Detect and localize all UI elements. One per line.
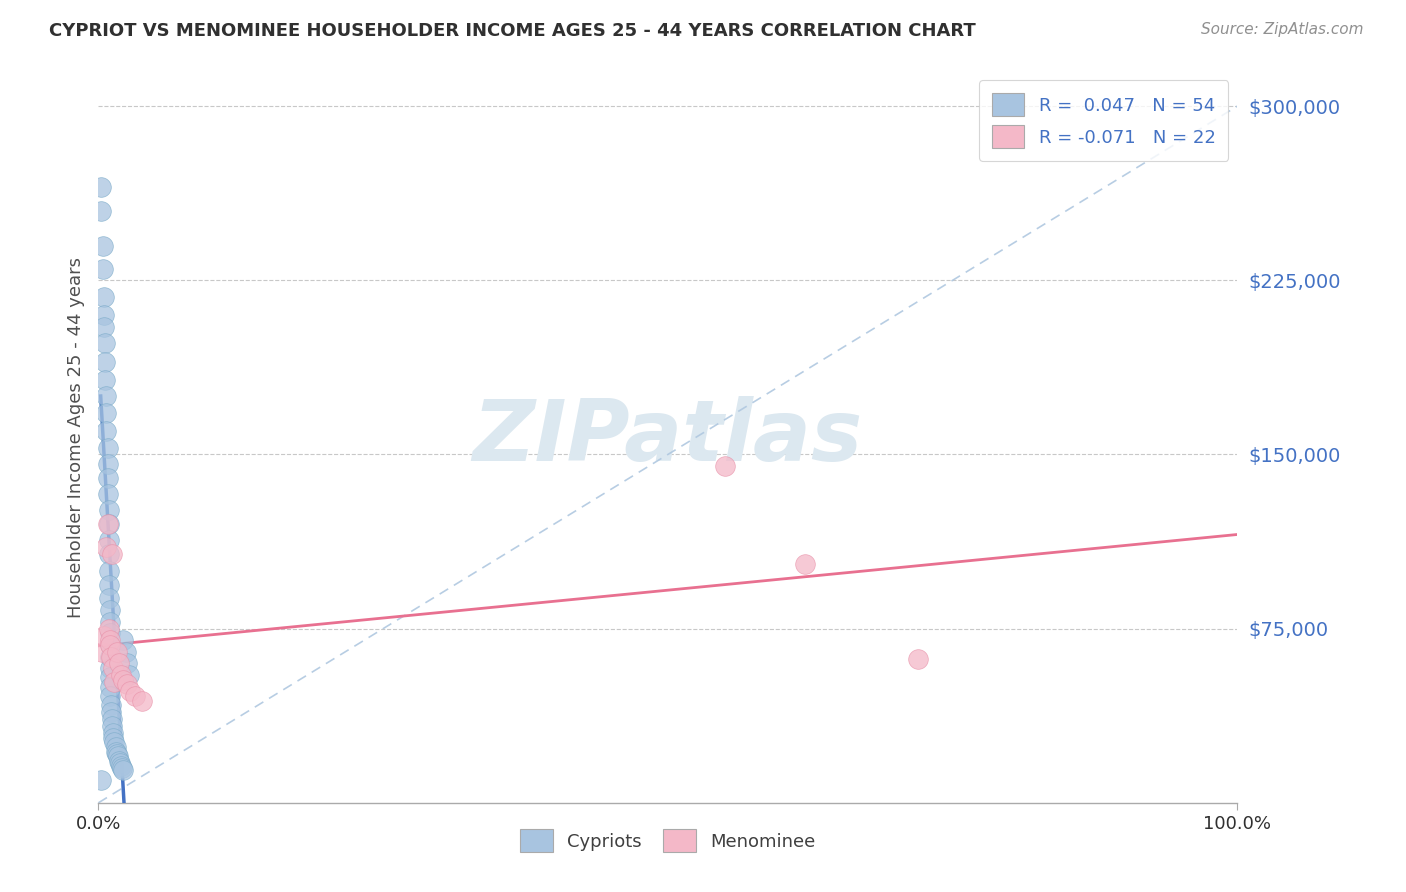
Point	[96, 441, 118, 455]
Point	[97, 577, 120, 591]
Point	[111, 761, 134, 775]
Text: ZIPatlas: ZIPatlas	[472, 395, 863, 479]
Point	[97, 503, 120, 517]
Point	[97, 564, 120, 578]
Point	[101, 712, 124, 726]
Point	[100, 698, 122, 713]
Point	[131, 693, 153, 707]
Point	[97, 547, 120, 561]
Point	[98, 615, 121, 629]
Point	[101, 719, 124, 733]
Point	[112, 673, 135, 687]
Point	[108, 754, 131, 768]
Point	[90, 772, 112, 787]
Point	[110, 668, 132, 682]
Point	[93, 290, 115, 304]
Text: CYPRIOT VS MENOMINEE HOUSEHOLDER INCOME AGES 25 - 44 YEARS CORRELATION CHART: CYPRIOT VS MENOMINEE HOUSEHOLDER INCOME …	[49, 22, 976, 40]
Point	[114, 645, 136, 659]
Point	[103, 731, 125, 745]
Point	[98, 661, 121, 675]
Point	[98, 689, 121, 703]
Point	[96, 424, 118, 438]
Point	[98, 670, 121, 684]
Point	[105, 747, 128, 761]
Point	[104, 745, 127, 759]
Point	[110, 758, 132, 772]
Point	[98, 603, 121, 617]
Text: Source: ZipAtlas.com: Source: ZipAtlas.com	[1201, 22, 1364, 37]
Point	[98, 638, 121, 652]
Point	[104, 740, 127, 755]
Point	[96, 471, 118, 485]
Point	[91, 261, 114, 276]
Point	[118, 668, 141, 682]
Point	[96, 406, 118, 420]
Point	[103, 735, 125, 749]
Point	[103, 675, 125, 690]
Point	[793, 557, 815, 571]
Point	[96, 517, 118, 532]
Point	[115, 677, 138, 691]
Point	[97, 533, 120, 548]
Point	[94, 373, 117, 387]
Point	[98, 638, 121, 652]
Point	[94, 354, 117, 368]
Point	[93, 319, 115, 334]
Point	[124, 689, 146, 703]
Point	[98, 626, 121, 640]
Point	[120, 684, 142, 698]
Point	[96, 457, 118, 471]
Point	[94, 336, 117, 351]
Point	[100, 649, 122, 664]
Point	[93, 308, 115, 322]
Point	[90, 203, 112, 218]
Point	[103, 661, 125, 675]
Legend: Cypriots, Menominee: Cypriots, Menominee	[513, 822, 823, 860]
Point	[97, 591, 120, 606]
Point	[714, 459, 737, 474]
Point	[98, 633, 121, 648]
Point	[115, 657, 138, 671]
Point	[93, 629, 115, 643]
Point	[101, 547, 124, 561]
Point	[96, 487, 118, 501]
Point	[90, 645, 112, 659]
Point	[105, 645, 128, 659]
Point	[96, 541, 118, 555]
Point	[98, 649, 121, 664]
Point	[96, 389, 118, 403]
Point	[112, 633, 135, 648]
Point	[98, 680, 121, 694]
Point	[112, 764, 135, 778]
Point	[108, 756, 131, 771]
Point	[97, 622, 120, 636]
Point	[107, 749, 129, 764]
Point	[100, 705, 122, 719]
Point	[108, 657, 131, 671]
Point	[97, 517, 120, 532]
Point	[90, 180, 112, 194]
Point	[907, 652, 929, 666]
Point	[91, 238, 114, 252]
Point	[103, 726, 125, 740]
Y-axis label: Householder Income Ages 25 - 44 years: Householder Income Ages 25 - 44 years	[66, 257, 84, 617]
